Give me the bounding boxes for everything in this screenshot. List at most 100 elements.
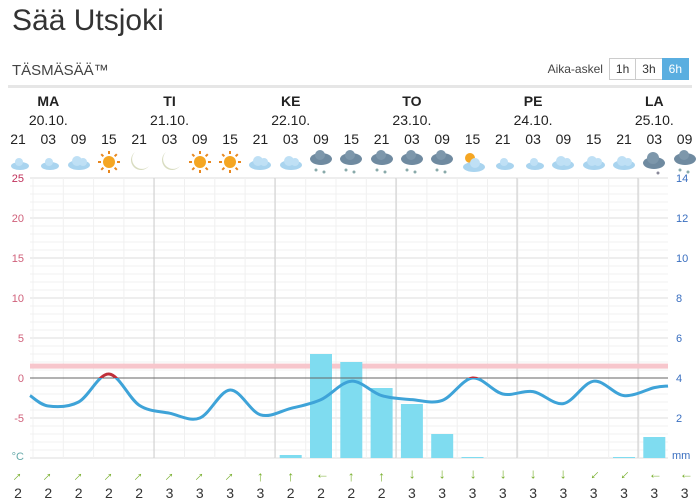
wind-speed: 3 <box>529 485 537 501</box>
temp-tick: 5 <box>18 333 24 345</box>
day-name: LA <box>644 93 664 109</box>
precip-tick: 2 <box>676 413 682 425</box>
hour-label: 03 <box>161 131 178 147</box>
day-date: 24.10. <box>513 112 553 128</box>
wind-speed: 3 <box>498 485 507 501</box>
weather-snow-icon <box>370 150 393 174</box>
time-step-3h[interactable]: 3h <box>635 58 663 80</box>
wind-arrow-icon: ↑ <box>585 467 602 485</box>
wind-speed: 2 <box>377 485 386 501</box>
hour-label: 09 <box>555 131 572 147</box>
time-step-6h[interactable]: 6h <box>661 58 689 80</box>
wind-speed: 3 <box>165 485 174 501</box>
weather-moon-cloud-icon <box>39 156 60 171</box>
hour-label: 09 <box>70 131 87 147</box>
weather-cloud-icon <box>279 156 302 170</box>
hour-label: 03 <box>40 131 57 147</box>
hour-label: 21 <box>495 131 511 147</box>
precip-bar <box>310 354 332 458</box>
precip-unit: mm <box>672 450 690 462</box>
wind-arrow-icon: ↑ <box>646 472 663 480</box>
hour-label: 15 <box>585 131 602 147</box>
hour-label: 15 <box>343 131 360 147</box>
hour-label: 21 <box>616 131 632 147</box>
precip-tick: 10 <box>676 253 688 265</box>
wind-speed: 2 <box>74 485 83 501</box>
temp-tick: 10 <box>12 293 24 305</box>
wind-arrow-icon: ↑ <box>70 467 87 485</box>
wind-speed: 2 <box>44 485 53 501</box>
precip-bar <box>370 388 393 458</box>
wind-arrow-icon: ↑ <box>100 467 118 485</box>
temp-unit: °C <box>12 451 24 463</box>
precip-bar <box>431 434 454 458</box>
weather-cloud-icon <box>613 156 635 170</box>
day-date: 21.10. <box>150 112 189 128</box>
day-date: 23.10. <box>392 112 432 128</box>
wind-arrow-icon: ↑ <box>221 467 239 485</box>
wind-speed: 3 <box>256 485 265 501</box>
weather-snow-icon <box>431 150 454 174</box>
wind-arrow-icon: ↑ <box>469 468 476 484</box>
precip-tick: 4 <box>676 373 682 385</box>
weather-snow-icon <box>673 150 696 174</box>
wind-speed: 3 <box>589 485 598 501</box>
weather-cloud-icon <box>67 156 90 170</box>
wind-speed: 3 <box>680 485 689 501</box>
time-step-1h[interactable]: 1h <box>608 58 637 80</box>
hour-label: 21 <box>131 131 147 147</box>
day-name: TI <box>163 93 176 109</box>
precip-tick: 6 <box>676 333 682 345</box>
weather-moon-cloud-icon <box>524 156 545 171</box>
wind-arrow-icon: ↑ <box>408 468 416 484</box>
wind-arrow-icon: ↑ <box>529 468 537 484</box>
day-name: KE <box>280 93 301 109</box>
wind-arrow-icon: ↑ <box>256 468 264 484</box>
hour-label: 21 <box>252 131 269 147</box>
wind-speed: 3 <box>407 485 416 501</box>
wind-arrow-icon: ↑ <box>287 468 295 484</box>
weather-snow-icon <box>340 150 363 174</box>
hour-label: 03 <box>525 131 541 147</box>
weather-moon-cloud-icon <box>494 156 514 171</box>
wind-speed: 3 <box>650 485 659 501</box>
hour-label: 09 <box>313 131 329 147</box>
day-date: 22.10. <box>271 112 311 128</box>
temp-tick: 20 <box>12 213 24 225</box>
wind-speed: 3 <box>620 485 628 501</box>
wind-arrow-icon: ↑ <box>161 467 178 485</box>
wind-speed: 2 <box>286 485 295 501</box>
weather-sun-icon <box>97 151 120 173</box>
hour-label: 03 <box>282 131 299 147</box>
temp-tick: 25 <box>12 173 24 185</box>
weather-cloud-icon <box>552 156 575 170</box>
wind-speed: 3 <box>195 485 204 501</box>
wind-speed: 3 <box>226 485 234 501</box>
divider <box>8 85 692 88</box>
weather-moon-cloud-icon <box>9 156 29 171</box>
wind-arrow-icon: ↑ <box>131 467 148 485</box>
wind-arrow-icon: ↑ <box>676 472 693 480</box>
precip-bar <box>643 437 666 458</box>
wind-arrow-icon: ↑ <box>615 467 633 485</box>
forecast-chart: 25 20 15 10 5 0 -5 °C 14 12 10 8 6 4 2 mm <box>12 173 691 463</box>
wind-arrow-icon: ↑ <box>313 472 329 480</box>
wind-speed: 2 <box>317 485 325 501</box>
wind-speed: 3 <box>559 485 568 501</box>
wind-speed: 2 <box>104 485 113 501</box>
weather-sun-cloud-icon <box>462 153 485 172</box>
hour-label: 21 <box>10 131 26 147</box>
hour-label: 09 <box>434 131 450 147</box>
weather-dark-cloud-icon <box>643 152 666 175</box>
temperature-line <box>29 378 669 421</box>
wind-arrow-icon: ↑ <box>347 468 355 484</box>
time-step-label: Aika-askel <box>547 62 603 76</box>
time-step-selector: Aika-askel 1h 3h 6h <box>547 58 689 80</box>
temp-tick: 15 <box>12 253 24 265</box>
day-name: TO <box>402 93 422 109</box>
precip-bar <box>400 404 423 458</box>
page-title: Sää Utsjoki <box>12 4 164 37</box>
weather-snow-icon <box>400 150 423 174</box>
wind-speed: 3 <box>438 485 447 501</box>
precip-tick: 12 <box>676 213 688 225</box>
